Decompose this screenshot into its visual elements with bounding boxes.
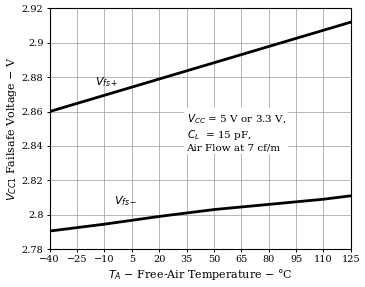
- Text: $V_{fs-}$: $V_{fs-}$: [114, 194, 137, 208]
- Text: $V_{fs+}$: $V_{fs+}$: [95, 75, 119, 89]
- Text: $V_{CC}$ = 5 V or 3.3 V,
$C_L$  = 15 pF,
Air Flow at 7 cf/m: $V_{CC}$ = 5 V or 3.3 V, $C_L$ = 15 pF, …: [187, 112, 286, 152]
- X-axis label: $T_A$ − Free-Air Temperature − °C: $T_A$ − Free-Air Temperature − °C: [108, 267, 293, 282]
- Y-axis label: $V_{CC1}$ Failsafe Voltage − V: $V_{CC1}$ Failsafe Voltage − V: [5, 56, 19, 201]
